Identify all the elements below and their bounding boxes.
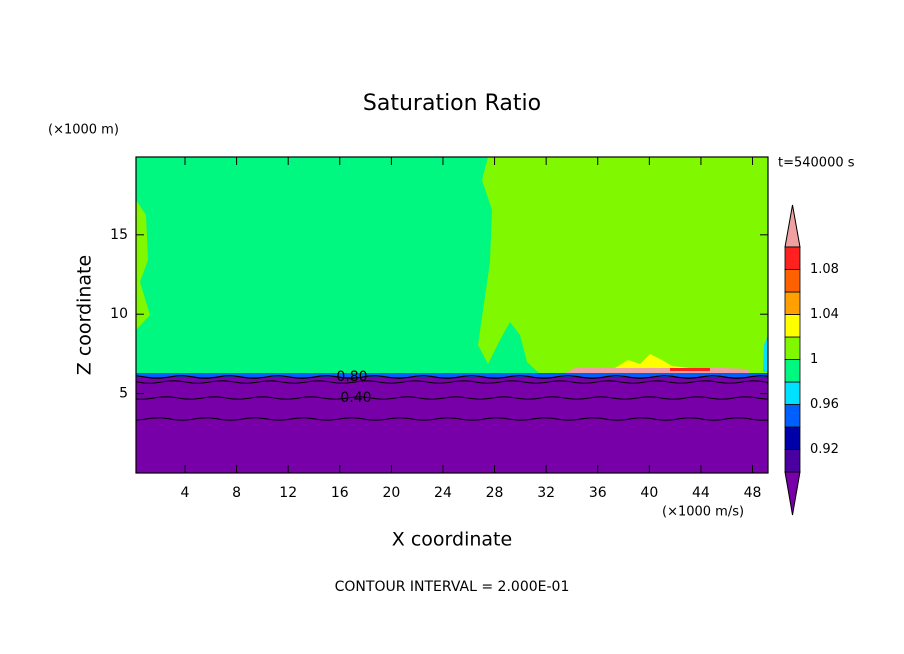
colorbar-tick-label: 1.04 xyxy=(810,307,839,322)
y-unit: (×1000 m) xyxy=(48,123,119,138)
contour-label: 0.40 xyxy=(340,390,371,406)
contour-line xyxy=(135,375,769,379)
x-tick-label: 16 xyxy=(331,485,349,501)
x-tick-label: 44 xyxy=(692,485,710,501)
y-tick-label: 15 xyxy=(110,227,128,243)
contour-line xyxy=(135,380,769,384)
x-tick-label: 4 xyxy=(181,485,190,501)
y-tick-label: 5 xyxy=(119,386,128,402)
colorbar-band xyxy=(784,246,801,270)
colorbar-band xyxy=(784,291,801,315)
chart-title: Saturation Ratio xyxy=(363,91,541,116)
contour-line xyxy=(135,396,769,400)
colorbar-over xyxy=(784,204,801,248)
colorbar-band xyxy=(784,314,801,338)
x-axis-title: X coordinate xyxy=(392,529,512,551)
x-tick-label: 36 xyxy=(589,485,607,501)
contour-line xyxy=(135,417,769,421)
region-edge-right xyxy=(763,335,768,372)
colorbar-under xyxy=(784,471,801,516)
x-tick-label: 8 xyxy=(232,485,241,501)
x-tick-label: 28 xyxy=(486,485,504,501)
region-edge xyxy=(136,200,150,330)
region-blue xyxy=(136,373,768,378)
colorbar-band xyxy=(784,336,801,360)
x-tick-label: 24 xyxy=(434,485,452,501)
region-yellow xyxy=(615,354,690,368)
y-tick-label: 10 xyxy=(110,306,128,322)
colorbar-tick-label: 1 xyxy=(810,352,818,367)
colorbar-band xyxy=(784,381,801,405)
x-tick-label: 40 xyxy=(640,485,658,501)
region-saturated xyxy=(136,157,540,374)
plot-frame xyxy=(135,156,769,474)
x-tick-label: 12 xyxy=(279,485,297,501)
x-tick-label: 32 xyxy=(537,485,555,501)
x-tick-label: 20 xyxy=(382,485,400,501)
time-label: t=540000 s xyxy=(778,156,855,171)
colorbar-band xyxy=(784,426,801,450)
colorbar-band xyxy=(784,269,801,293)
colorbar-tick-label: 0.96 xyxy=(810,397,839,412)
region-dark xyxy=(670,368,710,371)
colorbar-band xyxy=(784,404,801,428)
colorbar-tick-label: 1.08 xyxy=(810,262,839,277)
y-axis-title: Z coordinate xyxy=(74,255,96,375)
contour-label: 0.80 xyxy=(336,369,367,385)
x-tick-label: 48 xyxy=(744,485,762,501)
x-unit: (×1000 m/s) xyxy=(662,505,744,520)
region-dry xyxy=(136,377,768,473)
colorbar-tick-label: 0.92 xyxy=(810,442,839,457)
footer: CONTOUR INTERVAL = 2.000E-01 xyxy=(335,579,570,595)
colorbar-band xyxy=(784,359,801,383)
colorbar-band xyxy=(784,449,801,473)
